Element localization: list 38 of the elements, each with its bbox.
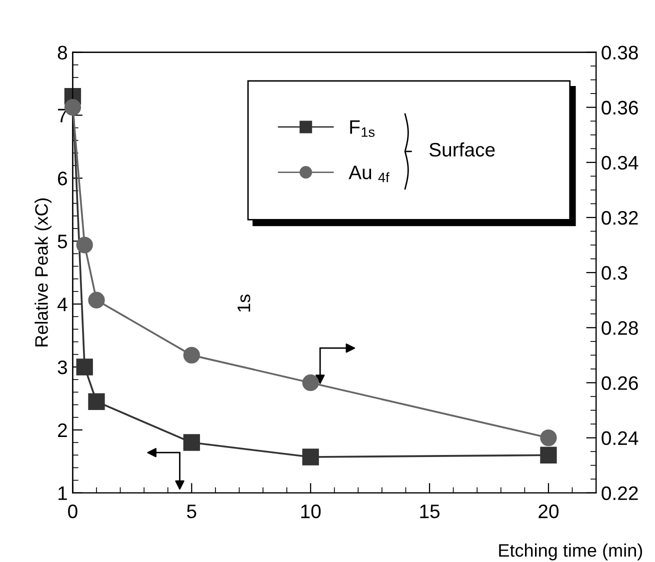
y2-tick-label: 0.34: [602, 156, 638, 170]
y2-tick-label: 0.26: [602, 376, 638, 390]
y-tick-label: 8: [58, 46, 67, 60]
point: [64, 99, 82, 116]
y2-tick-label: 0.22: [602, 486, 638, 500]
annotation: 1s: [238, 294, 250, 312]
point: [540, 429, 557, 446]
legend-label: F$_{1s}$: [350, 120, 375, 137]
y-tick-label: 3: [58, 360, 67, 374]
y2-tick-label: 0.3: [602, 266, 628, 280]
point: [76, 358, 93, 376]
y-tick-label: 1: [58, 486, 67, 500]
x-tick-label: 0: [68, 504, 78, 518]
point: [76, 236, 93, 254]
point: [183, 346, 200, 364]
y2-tick-label: 0.32: [602, 210, 638, 225]
y2-tick-label: 0.24: [602, 431, 638, 446]
x-tick-label: 10: [301, 504, 321, 518]
y2-tick-label: 0.36: [602, 100, 638, 115]
y-axis-title: Relative Peak (xC): [34, 198, 52, 346]
y-tick-label: 6: [58, 172, 67, 186]
point: [88, 292, 105, 308]
y-tick-label: 4: [57, 298, 68, 312]
x-tick-label: 20: [538, 504, 559, 518]
x-axis-title: Etching time (min): [499, 544, 642, 560]
y-tick-label: 5: [58, 234, 68, 248]
point: [302, 448, 319, 466]
legend-label: Au $_{4f}$: [348, 166, 390, 182]
y2-tick-label: 0.38: [602, 46, 638, 60]
x-tick-label: 5: [187, 504, 196, 518]
point: [540, 446, 557, 464]
y-tick-label: 2: [58, 423, 67, 437]
point: [183, 434, 200, 451]
point: [88, 393, 105, 410]
x-tick-label: 15: [420, 504, 440, 518]
y2-tick-label: 0.28: [602, 321, 638, 335]
point: [302, 374, 319, 392]
legend-title: Surface: [429, 142, 495, 157]
